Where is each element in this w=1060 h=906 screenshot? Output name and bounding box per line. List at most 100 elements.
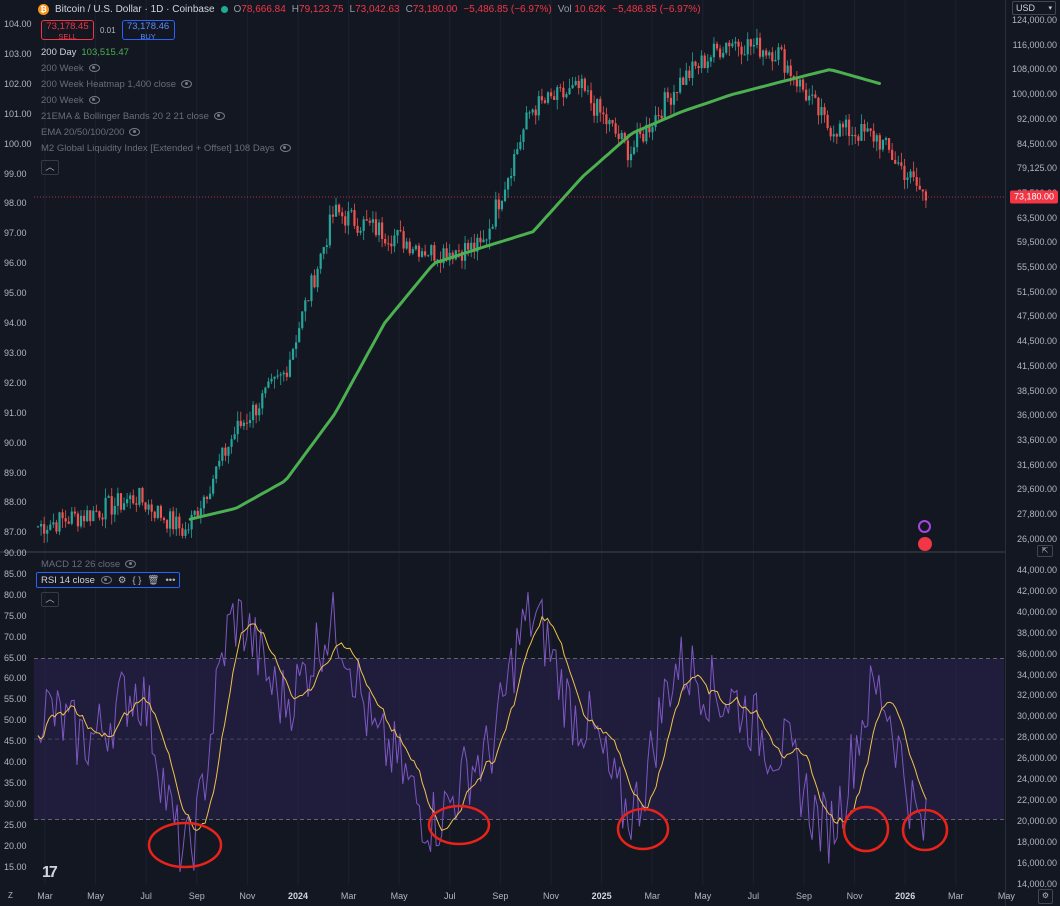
indicator-row-3[interactable]: 200 Week: [41, 92, 291, 108]
candle-body: [823, 107, 826, 115]
ma200-label: 200 Day: [41, 46, 77, 58]
candle-body: [141, 487, 144, 503]
spread-value: 0.01: [100, 25, 116, 35]
time-axis-tick: Sep: [795, 891, 813, 901]
eye-off-icon[interactable]: [181, 80, 193, 88]
sell-button[interactable]: 73,178.45 SELL: [41, 20, 94, 41]
source-code-icon[interactable]: { }: [132, 574, 142, 586]
candle-body: [832, 134, 835, 137]
indicator-label: EMA 20/50/100/200: [41, 126, 125, 138]
candle-body: [377, 222, 381, 236]
settings-icon[interactable]: ⚙: [117, 574, 127, 586]
candle-body: [273, 376, 276, 379]
eye-off-icon[interactable]: [129, 128, 141, 136]
price-axis-tick: 59,500.00: [1016, 237, 1057, 248]
price-axis-tick: 41,500.00: [1016, 360, 1057, 371]
candle-body: [894, 159, 897, 164]
candle-body: [294, 342, 298, 349]
candle-body: [159, 505, 162, 518]
indicator-row-4[interactable]: 21EMA & Bollinger Bands 20 2 21 close: [41, 108, 291, 124]
open-value: 78,666.84: [241, 3, 286, 15]
lower-axis-tick: 42,000.00: [1016, 585, 1057, 596]
ma200-legend[interactable]: 200 Day 103,515.47: [41, 44, 291, 60]
price-axis-tick: 33,600.00: [1016, 434, 1057, 445]
collapse-legend-button[interactable]: ︿: [41, 160, 59, 175]
candle-body: [771, 52, 774, 62]
candle-body: [863, 124, 866, 132]
price-axis-tick: 27,800.00: [1016, 509, 1057, 519]
settings-icon[interactable]: ⚙: [1038, 889, 1053, 904]
price-axis-tick: 36,000.00: [1016, 410, 1057, 421]
candle-body: [135, 503, 138, 505]
eye-off-icon[interactable]: [88, 96, 100, 104]
candle-body: [574, 80, 577, 86]
replay-icon[interactable]: [918, 520, 931, 533]
candle-body: [39, 524, 43, 527]
eye-off-icon[interactable]: [279, 144, 291, 152]
indicator-row-5[interactable]: EMA 20/50/100/200: [41, 124, 291, 140]
indicator-row-6[interactable]: M2 Global Liquidity Index [Extended + Of…: [41, 140, 291, 156]
candle-body: [215, 466, 218, 479]
time-axis-tick: Jul: [747, 891, 760, 901]
candle-body: [749, 39, 752, 47]
time-axis-tick: Sep: [492, 891, 509, 901]
price-axis[interactable]: 124,000.00 116,000.00 108,000.00 100,000.00…: [1005, 0, 1060, 906]
candle-body: [279, 374, 282, 376]
candle-body: [513, 154, 516, 176]
candle-body: [755, 37, 759, 45]
candle-body: [187, 529, 190, 531]
market-status-dot: [220, 5, 228, 13]
candle-body: [267, 381, 270, 388]
maximize-pane-button[interactable]: ⇱: [1037, 545, 1053, 557]
candle-body: [589, 90, 593, 104]
tradingview-logo-icon[interactable]: 17: [42, 864, 58, 881]
candle-body: [89, 510, 92, 522]
candle-body: [258, 408, 261, 416]
symbol-title[interactable]: Bitcoin / U.S. Dollar · 1D · Coinbase: [55, 3, 215, 15]
lower-axis-tick: 14,000.00: [1016, 878, 1057, 889]
candle-body: [746, 39, 749, 55]
candle-body: [242, 422, 245, 427]
candle-body: [374, 219, 378, 236]
eye-off-icon[interactable]: [125, 560, 137, 568]
candle-body: [371, 219, 374, 223]
eye-off-icon[interactable]: [213, 112, 225, 120]
time-axis-tick: 2024: [287, 891, 309, 901]
candle-body: [786, 65, 789, 73]
chart-canvas[interactable]: [0, 0, 1005, 906]
indicator-row-2[interactable]: 200 Week Heatmap 1,400 close: [41, 76, 291, 92]
candle-body: [697, 65, 700, 69]
more-icon[interactable]: •••: [165, 574, 176, 586]
candle-body: [104, 497, 107, 520]
macd-legend[interactable]: MACD 12 26 close: [41, 556, 137, 572]
zoom-reset-icon[interactable]: Z: [8, 891, 13, 900]
candle-body: [734, 41, 737, 44]
eye-off-icon[interactable]: [88, 64, 100, 72]
candle-body: [820, 107, 823, 116]
candle-body: [593, 103, 596, 116]
candle-body: [663, 92, 666, 119]
candle-body: [457, 250, 461, 252]
collapse-rsi-button[interactable]: ︿: [41, 592, 59, 607]
candle-body: [906, 177, 909, 181]
flag-icon[interactable]: [918, 537, 932, 551]
candle-body: [476, 237, 479, 252]
candle-body: [534, 109, 537, 116]
candle-body: [679, 77, 682, 93]
candle-body: [298, 328, 301, 343]
candle-body: [107, 496, 110, 498]
candle-body: [620, 132, 623, 139]
left-axis-tick: 100.00: [4, 138, 32, 149]
rsi-legend[interactable]: RSI 14 close ⚙ { } 🗑 •••: [36, 572, 181, 588]
eye-icon[interactable]: [100, 576, 112, 584]
close-label: C: [405, 3, 413, 15]
buy-button[interactable]: 73,178.46 BUY: [121, 20, 175, 41]
candle-body: [737, 41, 740, 47]
time-axis-tick: Sep: [188, 891, 205, 901]
candle-body: [218, 460, 221, 467]
indicator-row-1[interactable]: 200 Week: [41, 60, 291, 76]
currency-selector[interactable]: USD ▾: [1012, 1, 1056, 15]
candle-body: [61, 512, 64, 519]
delete-icon[interactable]: 🗑: [147, 574, 160, 586]
price-axis-tick: 108,000.00: [1011, 64, 1057, 75]
